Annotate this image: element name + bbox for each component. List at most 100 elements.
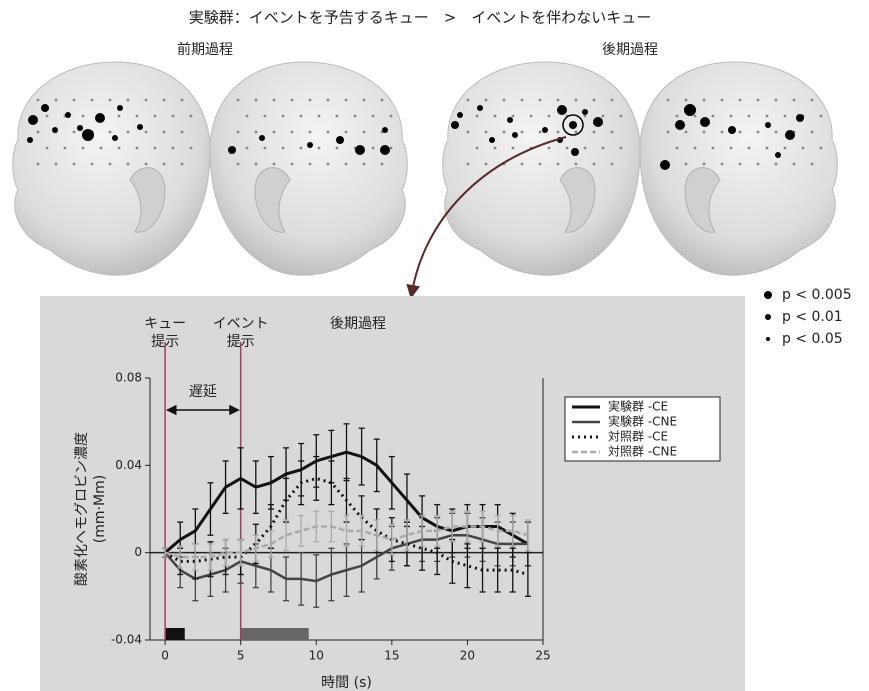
channel: [620, 147, 623, 150]
channel: [539, 163, 542, 166]
y-tick-label: 0.08: [115, 371, 142, 385]
channel: [190, 147, 193, 150]
channel: [336, 115, 339, 118]
channel: [611, 163, 614, 166]
legend-label: 実験群 -CE: [608, 399, 668, 414]
significant-channel: [380, 145, 390, 155]
significant-channel: [65, 112, 71, 118]
channel: [730, 147, 733, 150]
marker-label: キュー: [144, 316, 186, 332]
channel: [172, 115, 175, 118]
significant-channel: [228, 146, 236, 154]
heads: [13, 62, 838, 275]
legend-label: 実験群 -CNE: [608, 414, 677, 429]
significant-channel: [77, 125, 83, 131]
channel: [512, 115, 515, 118]
channel: [163, 163, 166, 166]
significant-channel: [355, 145, 365, 155]
channel: [793, 99, 796, 102]
head-shape: [13, 62, 210, 275]
delay-label: 遅延: [189, 384, 217, 400]
significant-channel: [775, 152, 781, 158]
figure: 実験群：イベントを予告するキュー > イベントを伴わないキュー 前期過程 後期過…: [0, 0, 869, 691]
channel: [55, 99, 58, 102]
phase-label: 後期過程: [602, 42, 658, 58]
channel: [46, 147, 49, 150]
channel: [494, 115, 497, 118]
channel: [145, 131, 148, 134]
channel: [467, 163, 470, 166]
channel: [309, 163, 312, 166]
channel: [273, 99, 276, 102]
channel: [127, 99, 130, 102]
channel: [118, 115, 121, 118]
channel: [327, 163, 330, 166]
channel: [694, 115, 697, 118]
x-tick-label: 10: [309, 649, 324, 663]
channel: [548, 115, 551, 118]
channel: [685, 163, 688, 166]
channel: [291, 131, 294, 134]
head-shape: [640, 62, 837, 275]
channel: [811, 131, 814, 134]
channel: [291, 99, 294, 102]
channel: [676, 147, 679, 150]
significant-channel: [571, 148, 579, 156]
channel: [712, 115, 715, 118]
channel: [667, 131, 670, 134]
channel: [37, 131, 40, 134]
significant-channel: [307, 142, 313, 148]
channel: [685, 99, 688, 102]
channel: [712, 147, 715, 150]
channel: [467, 131, 470, 134]
significant-channel: [336, 136, 344, 144]
period: [241, 628, 309, 640]
head: [210, 62, 407, 275]
y-tick-label: 0: [134, 545, 142, 559]
channel: [593, 99, 596, 102]
channel: [336, 147, 339, 150]
channel: [566, 147, 569, 150]
channel: [163, 99, 166, 102]
x-tick-label: 15: [384, 649, 399, 663]
significant-channel: [477, 105, 483, 111]
channel: [503, 131, 506, 134]
channel: [237, 163, 240, 166]
channel: [390, 147, 393, 150]
channel: [721, 163, 724, 166]
channel: [282, 147, 285, 150]
significant-channel: [569, 121, 577, 129]
channel: [390, 115, 393, 118]
channel: [154, 115, 157, 118]
channel: [273, 163, 276, 166]
head: [443, 62, 640, 275]
channel: [37, 163, 40, 166]
significant-channel: [593, 117, 603, 127]
channel: [575, 131, 578, 134]
channel: [584, 147, 587, 150]
channel: [264, 147, 267, 150]
significant-channel: [542, 127, 548, 133]
channel: [55, 163, 58, 166]
channel: [300, 147, 303, 150]
significant-channel: [557, 105, 567, 115]
significant-channel: [512, 132, 518, 138]
channel: [345, 163, 348, 166]
channel: [820, 147, 823, 150]
channel: [136, 115, 139, 118]
channel: [485, 99, 488, 102]
channel: [811, 163, 814, 166]
significant-channel: [785, 130, 795, 140]
channel: [557, 131, 560, 134]
significant-channel: [675, 120, 685, 130]
channel: [530, 115, 533, 118]
channel: [46, 115, 49, 118]
channel: [694, 147, 697, 150]
channel: [172, 147, 175, 150]
channel: [127, 163, 130, 166]
channel: [521, 131, 524, 134]
channel: [748, 147, 751, 150]
channel: [82, 115, 85, 118]
channel: [593, 163, 596, 166]
phase-label: 前期過程: [177, 41, 233, 58]
